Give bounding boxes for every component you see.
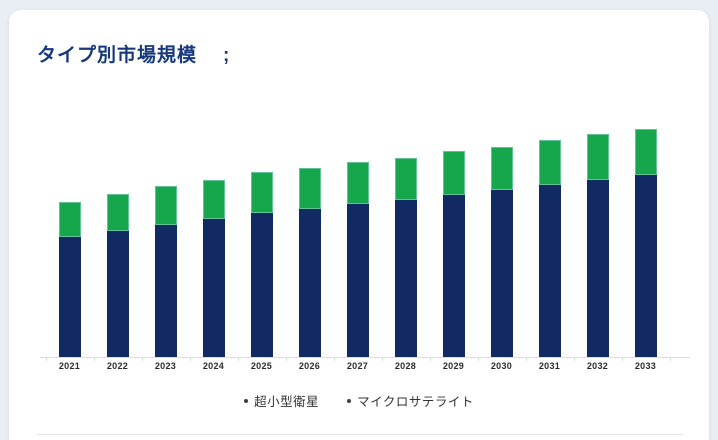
legend-item-microsatellite[interactable]: マイクロサテライト: [347, 391, 474, 410]
x-axis-tick: [477, 358, 479, 361]
x-axis-label-2033: 2033: [634, 361, 657, 371]
bar-segment-microsatellite-2033[interactable]: [634, 129, 657, 175]
bar-2026[interactable]: [298, 168, 321, 357]
bar-2031[interactable]: [538, 140, 561, 357]
x-axis-tick: [621, 358, 623, 361]
legend-label: 超小型衛星: [254, 395, 320, 409]
bar-segment-ultra-small-satellite-2031[interactable]: [538, 185, 561, 357]
x-axis-tick: [429, 358, 431, 361]
x-axis-label-2030: 2030: [490, 361, 513, 371]
x-axis-label-2024: 2024: [202, 361, 225, 371]
bar-segment-ultra-small-satellite-2022[interactable]: [106, 231, 129, 357]
bar-2021[interactable]: [58, 202, 81, 357]
x-axis-line: [40, 357, 690, 358]
x-axis-label-2023: 2023: [154, 361, 177, 371]
x-axis-label-2028: 2028: [394, 361, 417, 371]
x-axis-tick: [333, 358, 335, 361]
legend-marker-icon: [347, 398, 352, 403]
legend-item-ultra-small-satellite[interactable]: 超小型衛星: [244, 391, 319, 410]
bar-2025[interactable]: [250, 172, 273, 357]
bar-segment-microsatellite-2024[interactable]: [202, 180, 225, 219]
bar-2023[interactable]: [154, 186, 177, 357]
bar-segment-ultra-small-satellite-2030[interactable]: [490, 190, 513, 357]
x-axis-tick: [93, 358, 95, 361]
x-axis-tick: [573, 358, 575, 361]
chart-card: タイプ別市場規模; 2021 2022 2023 2024 2025 2026 2027 20…: [9, 10, 709, 440]
bar-segment-microsatellite-2028[interactable]: [394, 158, 417, 200]
bar-2032[interactable]: [586, 134, 609, 357]
bar-segment-microsatellite-2027[interactable]: [346, 162, 369, 204]
x-axis-label-2022: 2022: [106, 361, 129, 371]
legend-label: マイクロサテライト: [357, 395, 474, 409]
bar-segment-ultra-small-satellite-2029[interactable]: [442, 195, 465, 357]
bar-segment-microsatellite-2029[interactable]: [442, 151, 465, 195]
bar-2024[interactable]: [202, 180, 225, 357]
bar-segment-microsatellite-2026[interactable]: [298, 168, 321, 209]
x-axis-label-2031: 2031: [538, 361, 561, 371]
x-axis-tick: [45, 358, 47, 361]
x-axis-label-2032: 2032: [586, 361, 609, 371]
bar-segment-ultra-small-satellite-2028[interactable]: [394, 200, 417, 357]
x-axis-tick: [189, 358, 191, 361]
bar-2030[interactable]: [490, 147, 513, 357]
bar-segment-microsatellite-2025[interactable]: [250, 172, 273, 213]
bar-segment-microsatellite-2021[interactable]: [58, 202, 81, 237]
x-axis-tick: [141, 358, 143, 361]
bar-segment-ultra-small-satellite-2024[interactable]: [202, 219, 225, 357]
title-text: タイプ別市場規模: [37, 45, 198, 66]
bar-segment-ultra-small-satellite-2021[interactable]: [58, 237, 81, 357]
x-axis-tick: [237, 358, 239, 361]
x-axis-label-2026: 2026: [298, 361, 321, 371]
bar-2029[interactable]: [442, 151, 465, 357]
page-title: タイプ別市場規模;: [37, 40, 230, 67]
x-axis-tick: [669, 358, 671, 361]
plot-area: [9, 10, 709, 357]
x-axis-label-2029: 2029: [442, 361, 465, 371]
bar-segment-ultra-small-satellite-2026[interactable]: [298, 209, 321, 357]
bar-segment-microsatellite-2031[interactable]: [538, 140, 561, 185]
x-axis-tick: [525, 358, 527, 361]
x-axis-tick: [381, 358, 383, 361]
bar-segment-microsatellite-2030[interactable]: [490, 147, 513, 190]
bottom-divider: [37, 434, 683, 435]
bar-2022[interactable]: [106, 194, 129, 357]
bar-segment-microsatellite-2032[interactable]: [586, 134, 609, 180]
bar-2027[interactable]: [346, 162, 369, 357]
x-axis-label-2025: 2025: [250, 361, 273, 371]
chart-legend: 超小型衛星 マイクロサテライト: [9, 391, 709, 410]
x-axis-tick: [285, 358, 287, 361]
bar-segment-ultra-small-satellite-2033[interactable]: [634, 175, 657, 357]
stacked-bar-chart: 2021 2022 2023 2024 2025 2026 2027 2028 2029 2030…: [9, 10, 709, 440]
title-suffix: ;: [223, 45, 231, 66]
bar-2028[interactable]: [394, 158, 417, 357]
bar-segment-ultra-small-satellite-2023[interactable]: [154, 225, 177, 357]
bar-segment-ultra-small-satellite-2032[interactable]: [586, 180, 609, 357]
bar-segment-ultra-small-satellite-2025[interactable]: [250, 213, 273, 357]
legend-marker-icon: [244, 398, 249, 403]
x-axis-label-2027: 2027: [346, 361, 369, 371]
bar-segment-microsatellite-2023[interactable]: [154, 186, 177, 225]
bar-segment-ultra-small-satellite-2027[interactable]: [346, 204, 369, 357]
bar-segment-microsatellite-2022[interactable]: [106, 194, 129, 231]
x-axis-label-2021: 2021: [58, 361, 81, 371]
bar-2033[interactable]: [634, 129, 657, 357]
